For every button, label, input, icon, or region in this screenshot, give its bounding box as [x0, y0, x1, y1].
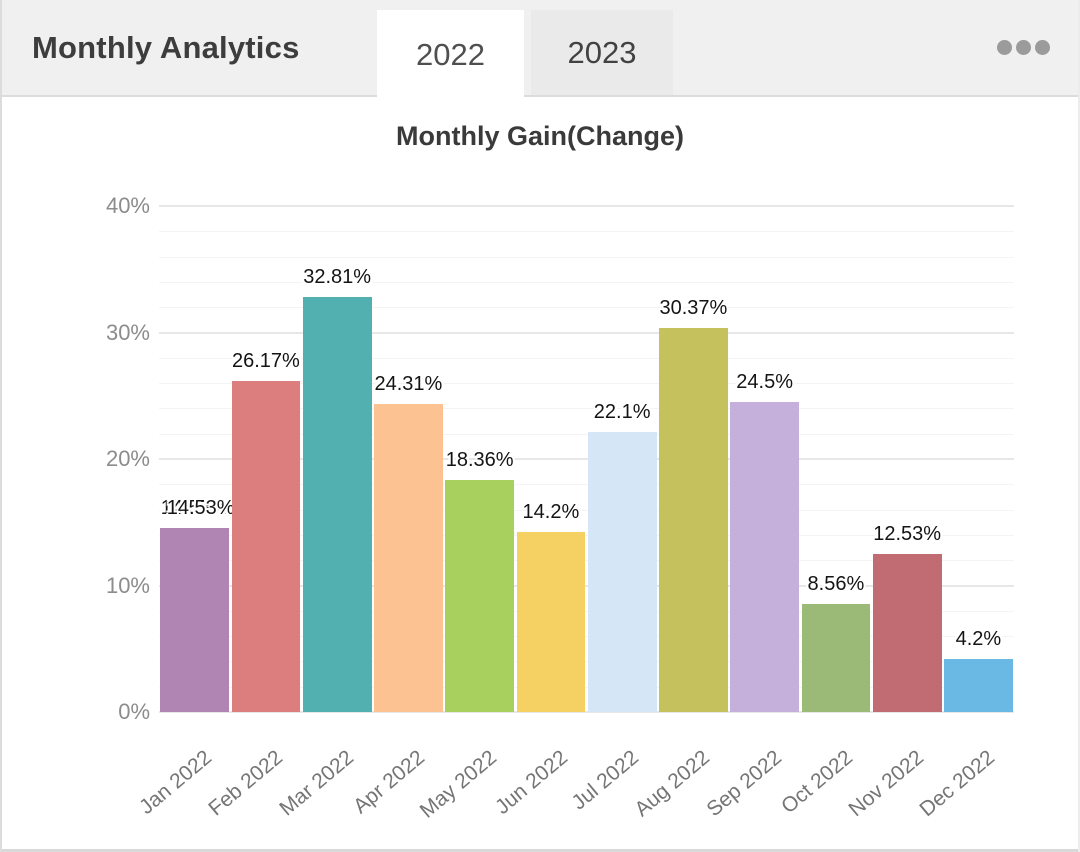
minor-gridline — [159, 408, 1014, 410]
bar-dec-2022[interactable] — [944, 658, 1013, 712]
bar-jul-2022[interactable] — [587, 432, 657, 712]
bar-value-label: 26.17% — [231, 349, 300, 372]
minor-gridline — [159, 383, 1014, 385]
bar-value-label: 18.36% — [445, 448, 514, 471]
header: Monthly Analytics 2022 2023 — [2, 0, 1078, 99]
bar-jun-2022[interactable] — [516, 532, 586, 712]
x-axis-label: Dec 2022 — [915, 745, 1000, 822]
x-axis-label: Jun 2022 — [490, 745, 572, 819]
tab-2023[interactable]: 2023 — [531, 10, 673, 95]
bottom-divider — [2, 849, 1078, 852]
chart-title: Monthly Gain(Change) — [396, 121, 684, 151]
minor-gridline — [159, 534, 1014, 536]
y-axis-tick-label: 10% — [105, 572, 150, 598]
y-axis-tick-label: 40% — [105, 193, 150, 218]
x-axis-label: Sep 2022 — [702, 745, 786, 822]
minor-gridline — [159, 610, 1014, 612]
minor-gridline — [159, 636, 1014, 638]
bar-apr-2022[interactable] — [374, 404, 443, 712]
bar-mar-2022[interactable] — [302, 296, 372, 712]
major-gridline — [159, 711, 1014, 713]
minor-gridline — [159, 256, 1014, 258]
bar-value-label: 14.2% — [522, 501, 580, 524]
chart-panel: Monthly Gain(Change) 14.53% 14.53% 26.17% 3… — [2, 97, 1078, 849]
minor-gridline — [159, 307, 1014, 309]
bar-value-label: 12.53% — [873, 522, 942, 545]
minor-gridline — [159, 281, 1014, 283]
minor-gridline — [159, 357, 1014, 359]
bar-value-label: 14.53% 14.53% — [160, 497, 235, 520]
bar-sep-2022[interactable] — [730, 402, 799, 712]
ellipsis-icon — [1035, 39, 1050, 55]
minor-gridline — [159, 560, 1014, 562]
bar-value-label: 32.81% — [303, 265, 372, 288]
x-axis-label: May 2022 — [415, 745, 501, 823]
bar-value-label: 4.2% — [955, 627, 1002, 650]
bar-value-label: 24.31% — [374, 373, 443, 396]
y-axis-tick-label: 0% — [118, 699, 150, 724]
plot-area: 14.53% 14.53% 26.17% 32.81% 24.31% 18.36% 14.2… — [159, 205, 1014, 713]
x-axis-label: Aug 2022 — [630, 745, 715, 822]
more-options-button[interactable] — [997, 39, 1050, 55]
x-axis-label: Mar 2022 — [275, 745, 359, 821]
minor-gridline — [159, 509, 1014, 511]
tab-2022[interactable]: 2022 — [377, 10, 524, 99]
x-axis-label: Jan 2022 — [134, 745, 216, 819]
bar-feb-2022[interactable] — [231, 380, 301, 712]
major-gridline — [159, 458, 1014, 460]
major-gridline — [159, 584, 1014, 587]
x-axis-label: Oct 2022 — [776, 745, 857, 819]
x-axis-label: Feb 2022 — [204, 745, 287, 821]
bar-value-label: 30.37% — [659, 296, 728, 319]
x-axis-label: Nov 2022 — [844, 745, 929, 822]
bar-may-2022[interactable] — [445, 479, 514, 712]
minor-gridline — [159, 484, 1014, 486]
major-gridline — [159, 331, 1014, 334]
major-gridline — [159, 205, 1014, 207]
y-axis-tick-label: 30% — [105, 319, 150, 345]
ellipsis-icon — [997, 39, 1012, 55]
bar-aug-2022[interactable] — [659, 327, 728, 712]
bar-oct-2022[interactable] — [801, 603, 871, 712]
bar-nov-2022[interactable] — [872, 553, 942, 712]
ellipsis-icon — [1016, 39, 1031, 55]
minor-gridline — [159, 433, 1014, 435]
minor-gridline — [159, 661, 1014, 663]
minor-gridline — [159, 686, 1014, 688]
y-axis-tick-label: 20% — [105, 446, 150, 471]
bar-value-label: 24.5% — [736, 371, 793, 394]
bar-value-label: 22.1% — [593, 401, 651, 424]
card-title: Monthly Analytics — [32, 29, 300, 65]
bar-chart: 14.53% 14.53% 26.17% 32.81% 24.31% 18.36% 14.2… — [2, 97, 1078, 849]
bar-jan-2022[interactable] — [160, 528, 229, 712]
minor-gridline — [159, 231, 1014, 233]
bar-value-label: 8.56% — [807, 572, 865, 595]
